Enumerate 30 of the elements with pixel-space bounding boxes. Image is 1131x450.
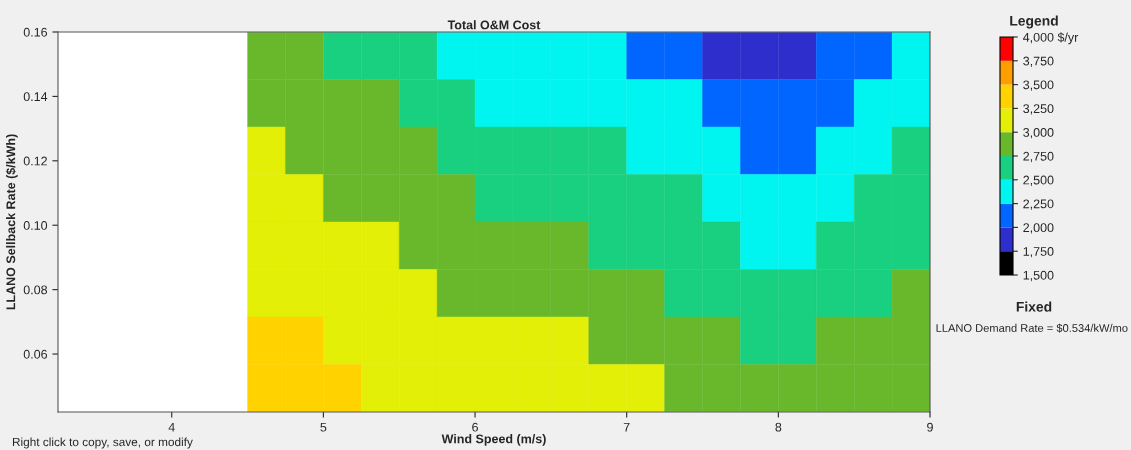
- color-bar-label: 4,000 $/yr: [1023, 32, 1079, 45]
- color-bar-label: 2,500: [1023, 175, 1054, 186]
- y-tick-label: 0.10: [23, 221, 48, 230]
- x-tick-label: 7: [623, 422, 630, 432]
- chart-title: Total O&M Cost: [447, 20, 541, 30]
- color-bar-label: 3,250: [1023, 104, 1054, 115]
- x-tick-label: 9: [927, 422, 933, 432]
- color-bar-label: 2,750: [1023, 151, 1054, 163]
- text: LLANO Demand Rate = $0.534/kW/mo: [936, 323, 1128, 333]
- y-tick-label: 0.14: [23, 92, 48, 102]
- color-bar-label: 1,750: [1023, 247, 1054, 258]
- y-tick-label: 0.06: [23, 349, 48, 359]
- color-bar-label: 2,000: [1023, 223, 1054, 234]
- color-bar-label: 1,500: [1023, 270, 1054, 282]
- x-tick-label: 4: [168, 422, 175, 432]
- y-tick-label: 0.16: [23, 27, 48, 37]
- text: Fixed: [1016, 301, 1052, 312]
- color-bar-label: 2,250: [1023, 199, 1054, 210]
- x-tick-label: 8: [775, 422, 782, 432]
- y-axis-title: LLANO Sellback Rate ($/kWh): [5, 134, 18, 310]
- color-bar-label: 3,750: [1023, 56, 1054, 67]
- y-tick-label: 0.12: [23, 156, 47, 166]
- color-bar-label: 3,500: [1023, 80, 1054, 91]
- text: Right click to copy, save, or modify: [12, 437, 193, 449]
- x-tick-label: 6: [472, 422, 478, 432]
- x-tick-label: 5: [320, 422, 327, 432]
- y-tick-label: 0.08: [23, 285, 48, 295]
- legend-title: Legend: [1010, 15, 1058, 29]
- x-axis-title: Wind Speed (m/s): [441, 434, 546, 446]
- color-bar-label: 3,000: [1023, 128, 1054, 139]
